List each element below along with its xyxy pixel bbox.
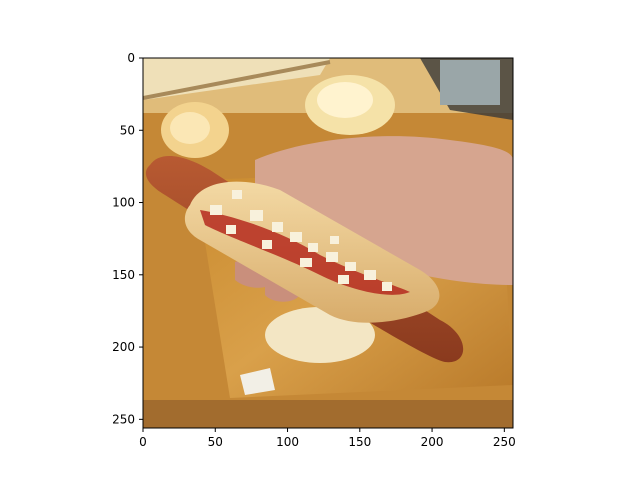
y-tick-label: 0 [127,51,135,65]
y-axis: 0 50 100 150 200 250 [112,51,143,426]
y-tick-label: 100 [112,196,135,210]
y-tick-label: 150 [112,268,135,282]
x-axis: 0 50 100 150 200 250 [139,428,516,449]
x-tick-label: 250 [493,435,516,449]
axes-frame [142,57,514,429]
y-tick-label: 200 [112,340,135,354]
x-tick-label: 50 [208,435,223,449]
y-tick-label: 50 [120,123,135,137]
plot-image [143,58,513,428]
y-tick-label: 250 [112,412,135,426]
x-tick-label: 0 [139,435,147,449]
x-tick-label: 100 [276,435,299,449]
x-tick-label: 200 [421,435,444,449]
x-tick-label: 150 [348,435,371,449]
